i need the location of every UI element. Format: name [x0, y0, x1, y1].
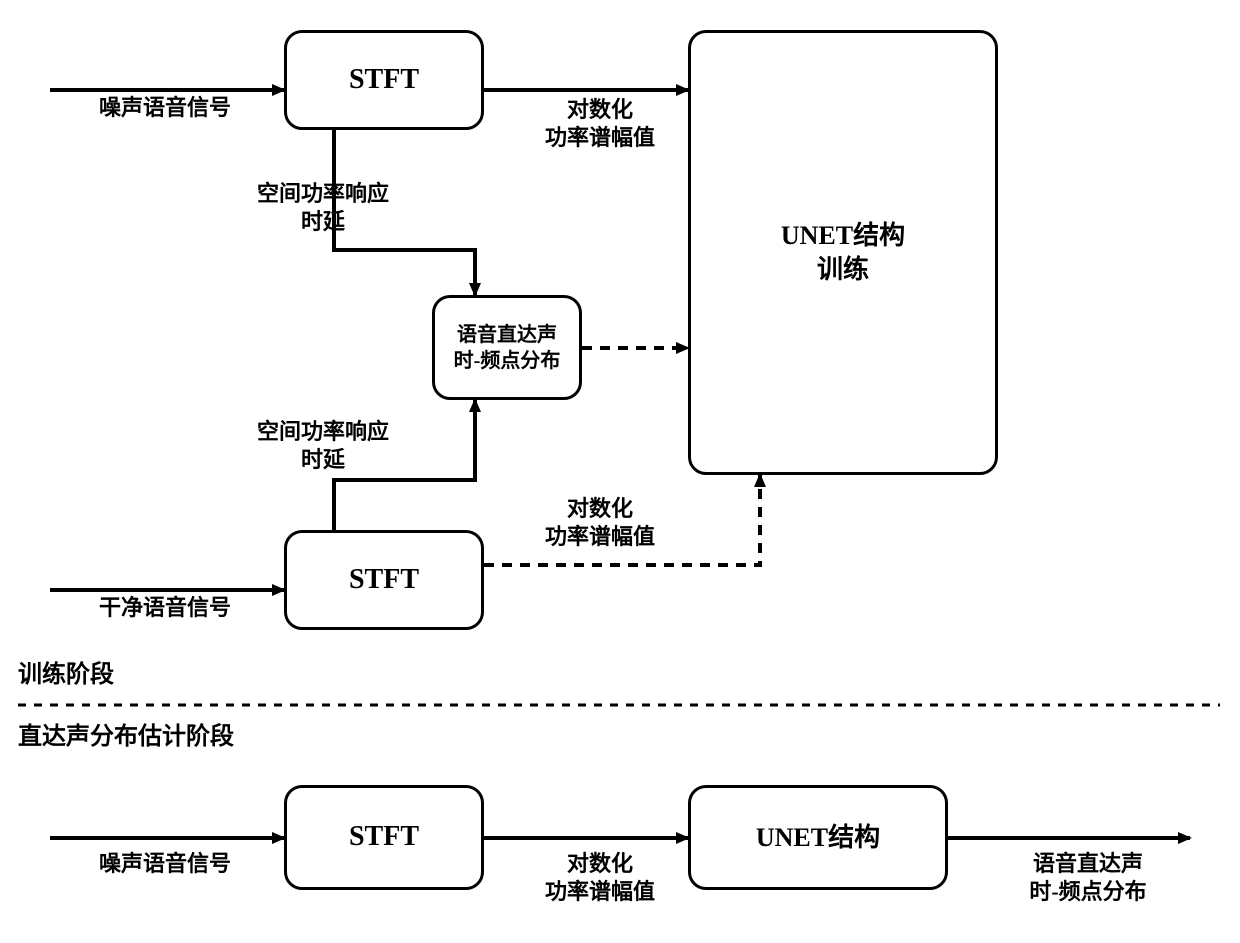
- node-stft-top: STFT: [284, 30, 484, 130]
- label-log-ps-1: 对数化 功率谱幅值: [500, 96, 700, 151]
- label-section-est: 直达声分布估计阶段: [18, 722, 318, 752]
- label-input-noise-2: 噪声语音信号: [60, 850, 270, 878]
- node-stft-bottom: STFT: [284, 785, 484, 890]
- node-unet-train: UNET结构 训练: [688, 30, 998, 475]
- node-stft-mid: STFT: [284, 530, 484, 630]
- label-log-ps-2: 对数化 功率谱幅值: [500, 495, 700, 550]
- node-tf-dist: 语音直达声 时-频点分布: [432, 295, 582, 400]
- label-srp-2: 空间功率响应 时延: [218, 418, 428, 473]
- label-section-train: 训练阶段: [18, 660, 198, 690]
- label-input-noise: 噪声语音信号: [60, 94, 270, 122]
- diagram-root: STFT STFT 语音直达声 时-频点分布 UNET结构 训练 STFT UN…: [0, 0, 1240, 943]
- label-srp-1: 空间功率响应 时延: [218, 180, 428, 235]
- label-input-clean: 干净语音信号: [60, 594, 270, 622]
- label-output: 语音直达声 时-频点分布: [968, 850, 1208, 905]
- label-log-ps-3: 对数化 功率谱幅值: [500, 850, 700, 905]
- node-unet-bottom: UNET结构: [688, 785, 948, 890]
